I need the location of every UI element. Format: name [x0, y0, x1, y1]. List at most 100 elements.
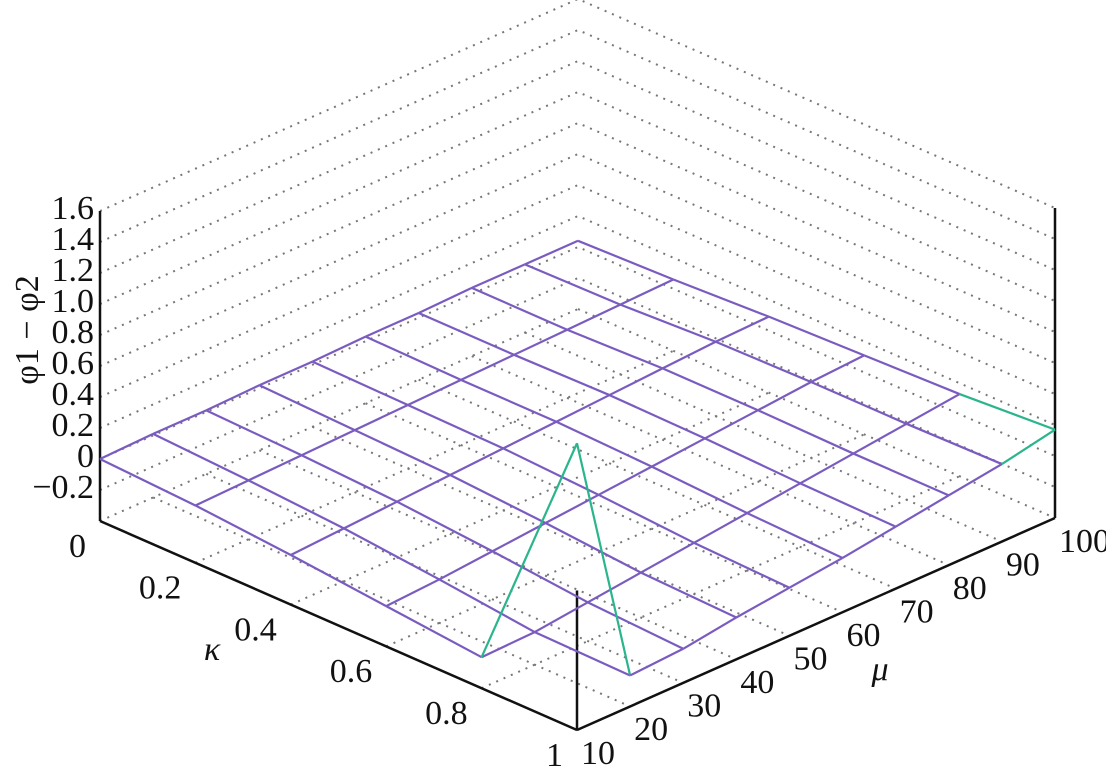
grid-line — [99, 183, 1056, 398]
grid-line — [99, 90, 1056, 305]
grid-line — [524, 331, 1003, 543]
surface-line — [194, 504, 292, 556]
surface-line — [587, 571, 642, 604]
surface-line — [418, 286, 473, 315]
surface-line — [460, 378, 557, 423]
z-tick-label: 1.0 — [52, 283, 95, 320]
surface-line — [205, 384, 260, 412]
surface-line — [258, 360, 313, 387]
surface-line — [396, 474, 451, 503]
surface-line — [205, 409, 303, 457]
surface-line — [258, 384, 356, 432]
surface-line — [598, 493, 695, 544]
surface-line — [365, 312, 420, 338]
surface-line — [575, 443, 632, 676]
grid-line — [99, 28, 1056, 243]
surface-line — [555, 420, 653, 468]
surface-line — [534, 601, 589, 634]
y-tick-label: 80 — [953, 570, 987, 607]
x-tick-label: 0.2 — [139, 570, 182, 607]
surface-line — [619, 303, 717, 343]
surface-line — [534, 631, 631, 677]
x-tick-label: 0.4 — [234, 611, 277, 648]
surface-line — [959, 393, 1056, 431]
z-tick-label: 1.6 — [52, 190, 95, 227]
surface-line — [746, 482, 801, 515]
x-tick-label: 0.6 — [330, 653, 373, 690]
grid-line — [577, 308, 1056, 519]
surface-line — [715, 315, 770, 343]
surface-line — [502, 447, 600, 496]
z-tick-label: −0.2 — [32, 469, 94, 506]
surface-line — [418, 312, 515, 356]
grid-line — [258, 449, 737, 661]
surface-line — [673, 278, 770, 318]
surface-line — [905, 393, 961, 425]
z-tick-label: 1.2 — [52, 252, 95, 289]
y-tick-label: 30 — [687, 688, 721, 725]
surface-line — [545, 522, 642, 574]
y-tick-label: 70 — [900, 593, 934, 630]
y-tick-label: 50 — [793, 641, 827, 678]
surface-line — [895, 494, 950, 528]
surface-line — [788, 557, 844, 589]
surface-line — [407, 404, 504, 450]
surface-line — [906, 422, 1003, 466]
surface-line — [449, 447, 504, 477]
surface-line — [735, 586, 790, 619]
surface-line — [704, 437, 801, 485]
surface-line — [471, 263, 526, 289]
surface-line — [438, 550, 493, 581]
surface-line — [471, 286, 568, 331]
surface-line — [248, 454, 303, 482]
z-tick-label: 1.4 — [52, 221, 95, 258]
surface-line — [407, 378, 462, 407]
grid-line — [290, 391, 770, 606]
surface-line — [99, 458, 196, 507]
axis-line — [576, 516, 1056, 732]
surface-line — [810, 380, 907, 425]
surface-line — [354, 429, 451, 477]
surface-line — [438, 578, 536, 634]
y-axis-label: μ — [870, 651, 888, 688]
z-tick-label: 0.4 — [52, 376, 95, 413]
surface-line — [799, 452, 854, 485]
surface-line — [577, 239, 674, 281]
surface-line — [491, 550, 589, 604]
surface-line — [863, 354, 961, 396]
y-tick-label: 90 — [1006, 546, 1040, 583]
z-axis-label: φ1 − φ2 — [9, 275, 46, 384]
surface-line — [1001, 428, 1056, 465]
surface-line — [704, 409, 759, 440]
surface-line — [396, 500, 493, 553]
z-tick-label: 0 — [77, 438, 94, 475]
grid-line — [418, 378, 897, 590]
surface-line — [502, 420, 557, 450]
surface-line — [385, 578, 440, 608]
y-tick-label: 100 — [1059, 523, 1106, 560]
surface-line — [746, 512, 844, 559]
z-tick-label: 0.2 — [52, 407, 95, 444]
surface-line — [693, 512, 748, 544]
surface-line — [311, 360, 409, 407]
surface-line — [385, 605, 483, 659]
surface-line — [799, 482, 897, 528]
x-tick-label: 1 — [546, 737, 563, 774]
surface-line — [768, 315, 865, 357]
y-tick-label: 40 — [740, 664, 774, 701]
surface-line — [460, 353, 515, 381]
surface-line — [524, 239, 579, 266]
surface-line — [566, 303, 621, 331]
surface-line — [301, 454, 398, 503]
grid-line — [471, 355, 950, 567]
surface-line — [290, 554, 387, 608]
surface-line — [841, 525, 897, 559]
surface-line — [343, 500, 398, 530]
surface-line — [311, 335, 367, 363]
surface-line — [480, 442, 579, 658]
grid-line — [312, 425, 790, 637]
x-tick-label: 0.8 — [425, 695, 468, 732]
grid-line — [152, 496, 631, 708]
surface-line — [651, 437, 706, 468]
surface-line — [682, 616, 737, 650]
